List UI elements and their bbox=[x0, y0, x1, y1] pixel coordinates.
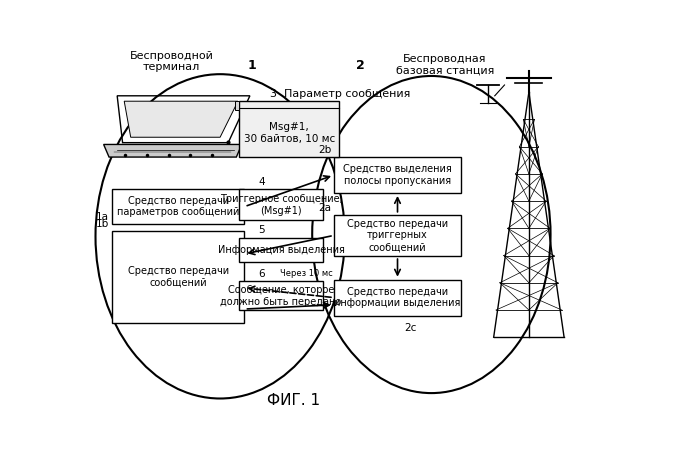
Text: Средство передачи
сообщений: Средство передачи сообщений bbox=[127, 266, 229, 288]
Text: Средство передачи
триггерных
сообщений: Средство передачи триггерных сообщений bbox=[347, 219, 448, 252]
Text: 2: 2 bbox=[356, 59, 364, 73]
Text: Сообщение, которое
должно быть передано: Сообщение, которое должно быть передано bbox=[220, 285, 342, 307]
Text: Беспроводная
базовая станция: Беспроводная базовая станция bbox=[396, 54, 494, 76]
FancyBboxPatch shape bbox=[239, 101, 339, 157]
Text: Средство передачи
параметров сообщений: Средство передачи параметров сообщений bbox=[117, 196, 239, 218]
Text: 2b: 2b bbox=[318, 145, 331, 155]
Text: Средство передачи
информации выделения: Средство передачи информации выделения bbox=[334, 287, 461, 308]
Text: Триггерное сообщение,
(Msg#1): Триггерное сообщение, (Msg#1) bbox=[219, 194, 343, 216]
FancyBboxPatch shape bbox=[334, 157, 461, 193]
Polygon shape bbox=[124, 101, 238, 137]
Text: 1b: 1b bbox=[96, 219, 109, 229]
Text: Средство выделения
полосы пропускания: Средство выделения полосы пропускания bbox=[343, 164, 452, 186]
Text: Беспроводной
терминал: Беспроводной терминал bbox=[129, 51, 213, 73]
FancyBboxPatch shape bbox=[334, 215, 461, 256]
FancyBboxPatch shape bbox=[239, 190, 323, 220]
Text: 1: 1 bbox=[247, 59, 256, 73]
FancyBboxPatch shape bbox=[112, 190, 245, 224]
Text: 3  Параметр сообщения: 3 Параметр сообщения bbox=[271, 89, 411, 99]
FancyBboxPatch shape bbox=[239, 238, 323, 262]
Polygon shape bbox=[103, 145, 242, 157]
FancyBboxPatch shape bbox=[112, 231, 245, 323]
Text: 2a: 2a bbox=[318, 203, 331, 213]
Text: 4: 4 bbox=[258, 176, 265, 187]
Text: 2c: 2c bbox=[404, 323, 417, 333]
Text: 1a: 1a bbox=[96, 212, 109, 222]
Text: Информация выделения: Информация выделения bbox=[217, 245, 345, 255]
FancyBboxPatch shape bbox=[334, 279, 461, 315]
Text: Msg#1,
30 байтов, 10 мс: Msg#1, 30 байтов, 10 мс bbox=[243, 122, 335, 144]
FancyBboxPatch shape bbox=[239, 281, 323, 310]
Text: 5: 5 bbox=[258, 225, 265, 235]
FancyBboxPatch shape bbox=[235, 101, 239, 110]
Text: 6: 6 bbox=[258, 269, 265, 279]
Text: ФИГ. 1: ФИГ. 1 bbox=[266, 393, 320, 408]
Text: Через 10 мс: Через 10 мс bbox=[280, 269, 333, 278]
